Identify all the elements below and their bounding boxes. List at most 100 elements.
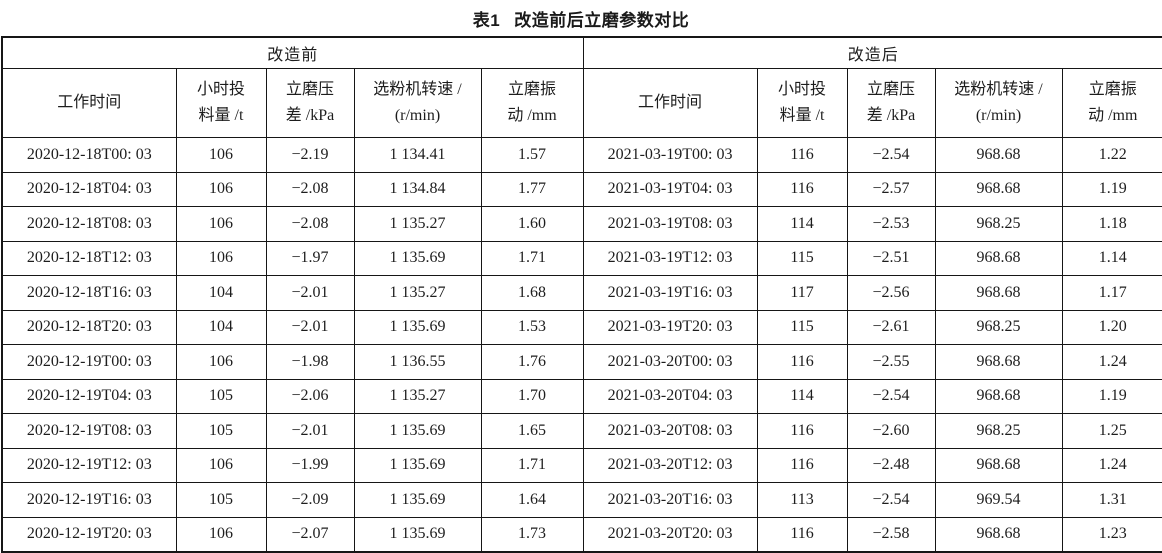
cell-time: 2021-03-20T04: 03 xyxy=(582,378,758,414)
group-header-after: 改造后 xyxy=(582,36,1162,69)
cell-pressure-diff: −2.54 xyxy=(846,378,936,414)
cell-time: 2020-12-18T08: 03 xyxy=(1,206,177,242)
column-header-line: 差 /kPa xyxy=(866,107,916,124)
table-row: 2020-12-19T12: 03 106 −1.99 1 135.69 1.71 202… xyxy=(1,447,1162,483)
column-header: 选粉机转速 / (r/min) xyxy=(353,68,482,138)
cell-time: 2021-03-19T04: 03 xyxy=(582,171,758,207)
cell-time: 2020-12-18T04: 03 xyxy=(1,171,177,207)
cell-feed: 105 xyxy=(175,378,267,414)
table-row: 2020-12-18T12: 03 106 −1.97 1 135.69 1.71 202… xyxy=(1,240,1162,276)
cell-feed: 113 xyxy=(756,482,848,518)
cell-pressure-diff: −2.01 xyxy=(265,309,355,345)
column-header: 立磨振动 /mm xyxy=(1061,68,1162,138)
cell-feed: 106 xyxy=(175,171,267,207)
cell-time: 2021-03-19T20: 03 xyxy=(582,309,758,345)
cell-time: 2020-12-19T08: 03 xyxy=(1,413,177,449)
column-header: 立磨压差 /kPa xyxy=(846,68,936,138)
cell-vibration: 1.22 xyxy=(1061,137,1162,173)
cell-pressure-diff: −2.51 xyxy=(846,240,936,276)
cell-feed: 106 xyxy=(175,240,267,276)
cell-time: 2020-12-18T16: 03 xyxy=(1,275,177,311)
cell-vibration: 1.60 xyxy=(480,206,584,242)
cell-feed: 116 xyxy=(756,413,848,449)
cell-vibration: 1.19 xyxy=(1061,171,1162,207)
cell-speed: 968.68 xyxy=(934,378,1063,414)
cell-time: 2021-03-20T00: 03 xyxy=(582,344,758,380)
cell-feed: 117 xyxy=(756,275,848,311)
cell-feed: 114 xyxy=(756,206,848,242)
cell-vibration: 1.25 xyxy=(1061,413,1162,449)
cell-feed: 105 xyxy=(175,482,267,518)
cell-vibration: 1.18 xyxy=(1061,206,1162,242)
column-header-line: 动 /mm xyxy=(507,107,557,124)
cell-speed: 1 134.84 xyxy=(353,171,482,207)
cell-time: 2021-03-19T16: 03 xyxy=(582,275,758,311)
cell-speed: 1 135.27 xyxy=(353,275,482,311)
cell-speed: 968.25 xyxy=(934,413,1063,449)
cell-time: 2021-03-19T00: 03 xyxy=(582,137,758,173)
column-header: 小时投 料量 /t xyxy=(175,68,267,138)
column-header-line: (r/min) xyxy=(975,107,1022,124)
cell-feed: 105 xyxy=(175,413,267,449)
column-header-line: 工作时间 xyxy=(638,94,703,112)
cell-time: 2021-03-20T12: 03 xyxy=(582,447,758,483)
cell-feed: 116 xyxy=(756,344,848,380)
cell-speed: 1 135.69 xyxy=(353,309,482,345)
cell-feed: 116 xyxy=(756,516,848,553)
cell-feed: 106 xyxy=(175,206,267,242)
cell-time: 2020-12-19T04: 03 xyxy=(1,378,177,414)
cell-vibration: 1.70 xyxy=(480,378,584,414)
cell-vibration: 1.23 xyxy=(1061,516,1162,553)
cell-pressure-diff: −2.08 xyxy=(265,171,355,207)
cell-vibration: 1.73 xyxy=(480,516,584,553)
table-row: 2020-12-18T16: 03 104 −2.01 1 135.27 1.68 202… xyxy=(1,275,1162,311)
cell-pressure-diff: −1.99 xyxy=(265,447,355,483)
column-header-row: 工作时间 小时投 料量 /t 立磨压差 /kPa 选粉机转速 / (r/min) 立磨振动 … xyxy=(1,68,1162,138)
cell-speed: 968.25 xyxy=(934,309,1063,345)
cell-time: 2020-12-18T12: 03 xyxy=(1,240,177,276)
cell-time: 2020-12-19T20: 03 xyxy=(1,516,177,553)
cell-vibration: 1.17 xyxy=(1061,275,1162,311)
cell-feed: 116 xyxy=(756,137,848,173)
table-row: 2020-12-19T20: 03 106 −2.07 1 135.69 1.73 202… xyxy=(1,516,1162,553)
cell-pressure-diff: −2.60 xyxy=(846,413,936,449)
cell-vibration: 1.77 xyxy=(480,171,584,207)
table-title: 表1 改造前后立磨参数对比 xyxy=(0,0,1162,36)
cell-time: 2021-03-19T08: 03 xyxy=(582,206,758,242)
column-header: 立磨振动 /mm xyxy=(480,68,584,138)
cell-vibration: 1.24 xyxy=(1061,447,1162,483)
table-header: 改造前 改造后 工作时间 小时投 料量 /t 立磨压差 /kPa 选粉机转速 / (r/m… xyxy=(1,36,1162,138)
table-row: 2020-12-19T08: 03 105 −2.01 1 135.69 1.65 202… xyxy=(1,413,1162,449)
column-header-line: 选粉机转速 / xyxy=(954,81,1043,99)
cell-pressure-diff: −2.55 xyxy=(846,344,936,380)
cell-vibration: 1.71 xyxy=(480,447,584,483)
table-row: 2020-12-19T00: 03 106 −1.98 1 136.55 1.76 202… xyxy=(1,344,1162,380)
table-row: 2020-12-18T20: 03 104 −2.01 1 135.69 1.53 202… xyxy=(1,309,1162,345)
cell-speed: 968.25 xyxy=(934,206,1063,242)
cell-pressure-diff: −2.07 xyxy=(265,516,355,553)
cell-speed: 1 134.41 xyxy=(353,137,482,173)
cell-vibration: 1.19 xyxy=(1061,378,1162,414)
cell-vibration: 1.76 xyxy=(480,344,584,380)
cell-pressure-diff: −2.54 xyxy=(846,137,936,173)
cell-speed: 968.68 xyxy=(934,240,1063,276)
cell-speed: 968.68 xyxy=(934,344,1063,380)
column-header-line: 料量 /t xyxy=(779,107,825,124)
cell-speed: 968.68 xyxy=(934,447,1063,483)
cell-pressure-diff: −1.97 xyxy=(265,240,355,276)
cell-time: 2020-12-19T16: 03 xyxy=(1,482,177,518)
cell-feed: 106 xyxy=(175,137,267,173)
cell-vibration: 1.64 xyxy=(480,482,584,518)
column-header: 工作时间 xyxy=(1,68,177,138)
column-header: 立磨压差 /kPa xyxy=(265,68,355,138)
cell-vibration: 1.53 xyxy=(480,309,584,345)
column-header-line: 工作时间 xyxy=(57,94,122,112)
column-header: 选粉机转速 / (r/min) xyxy=(934,68,1063,138)
cell-vibration: 1.31 xyxy=(1061,482,1162,518)
cell-vibration: 1.57 xyxy=(480,137,584,173)
cell-speed: 1 135.69 xyxy=(353,447,482,483)
cell-speed: 968.68 xyxy=(934,137,1063,173)
cell-feed: 116 xyxy=(756,447,848,483)
cell-feed: 116 xyxy=(756,171,848,207)
cell-time: 2020-12-18T00: 03 xyxy=(1,137,177,173)
